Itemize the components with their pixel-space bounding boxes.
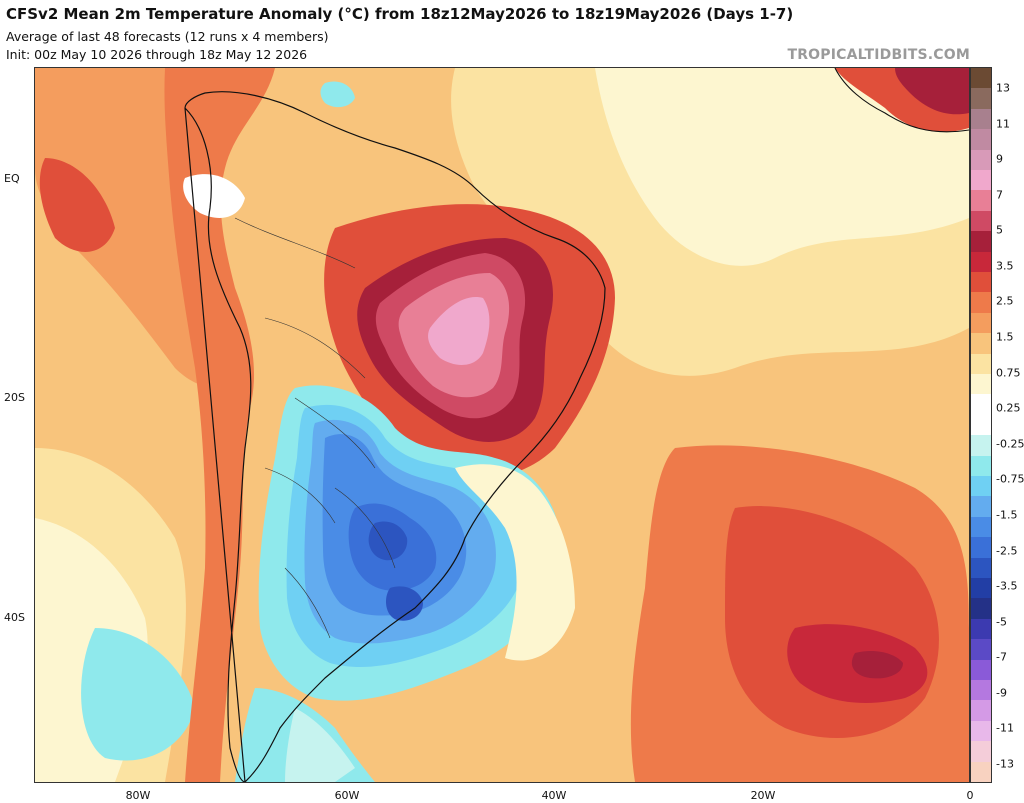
colorbar-label: 3.5	[996, 259, 1014, 273]
colorbar-label: -1.5	[996, 508, 1018, 522]
colorbar-cell	[971, 700, 991, 722]
colorbar-cell	[971, 251, 991, 273]
colorbar-cell	[971, 618, 991, 640]
colorbar-cell	[971, 108, 991, 130]
colorbar-label: 0.25	[996, 401, 1021, 415]
colorbar-label: -2.5	[996, 544, 1018, 558]
colorbar-cell	[971, 414, 991, 436]
colorbar-cell	[971, 578, 991, 599]
cyan-pocket-north	[320, 81, 355, 108]
colorbar-label: 0.75	[996, 366, 1021, 380]
colorbar-cell	[971, 190, 991, 212]
colorbar-cell	[971, 435, 991, 457]
colorbar-label: -7	[996, 650, 1007, 664]
colorbar-label: 7	[996, 188, 1003, 202]
colorbar-cell	[971, 231, 991, 253]
colorbar-cell	[971, 761, 991, 783]
lat-label-20s: 20S	[4, 391, 25, 404]
lat-label-40s: 40S	[4, 611, 25, 624]
colorbar-cell	[971, 88, 991, 110]
map-title: CFSv2 Mean 2m Temperature Anomaly (°C) f…	[6, 5, 794, 23]
colorbar-cell	[971, 210, 991, 232]
lon-label-0: 0	[966, 789, 974, 802]
colorbar-cell	[971, 476, 991, 497]
colorbar-cell	[971, 598, 991, 620]
colorbar-cell	[971, 272, 991, 293]
colorbar-cell	[971, 516, 991, 538]
colorbar-label: 5	[996, 223, 1003, 237]
colorbar-label: -0.75	[996, 472, 1024, 486]
pacific-warm-strip	[35, 68, 235, 387]
colorbar-cell	[971, 496, 991, 518]
colorbar-cell	[971, 557, 991, 579]
colorbar-cell	[971, 312, 991, 334]
colorbar-cell	[971, 741, 991, 763]
init-time: Init: 00z May 10 2026 through 18z May 12…	[6, 47, 308, 62]
cold-peak-south	[385, 586, 423, 621]
colorbar-cell	[971, 455, 991, 477]
colorbar-label: -9	[996, 686, 1007, 700]
atlantic-pale-coast	[455, 464, 575, 661]
colorbar-cell	[971, 333, 991, 355]
colorbar-cell	[971, 720, 991, 742]
brazil-pink-peak	[428, 297, 490, 365]
lon-label-40w: 40W	[541, 789, 567, 802]
south-america-coastline	[184, 91, 606, 782]
africa-coastline	[834, 68, 969, 133]
pacific-warm-core	[39, 158, 115, 252]
colorbar-label: -5	[996, 615, 1007, 629]
lon-label-60w: 60W	[334, 789, 360, 802]
site-credit: TROPICALTIDBITS.COM	[787, 47, 970, 63]
country-borders	[234, 217, 396, 639]
colorbar-cell	[971, 170, 991, 191]
colorbar-label: 9	[996, 152, 1003, 166]
cold-south-pale	[285, 708, 355, 782]
colorbar-label: 1.5	[996, 330, 1014, 344]
colorbar-label: -13	[996, 757, 1014, 771]
colorbar-label: -0.25	[996, 437, 1024, 451]
andes-warm	[164, 68, 275, 782]
colorbar-cell	[971, 394, 991, 416]
neutral-pocket-north	[183, 174, 245, 218]
colorbar-label: -11	[996, 721, 1014, 735]
map-subtitle: Average of last 48 forecasts (12 runs x …	[6, 29, 329, 44]
colorbar-cell	[971, 680, 991, 701]
colorbar-cell	[971, 659, 991, 681]
colorbar-cell	[971, 129, 991, 151]
colorbar-label: 2.5	[996, 294, 1014, 308]
cold-peak	[368, 521, 408, 561]
pale-band-north	[595, 68, 969, 266]
pacific-cyan	[81, 628, 195, 761]
colorbar-cell	[971, 353, 991, 375]
lat-label-eq: EQ	[4, 172, 20, 185]
colorbar-cell	[971, 374, 991, 395]
south-atlantic-peak	[851, 651, 903, 679]
colorbar-cell	[971, 639, 991, 661]
africa-hot	[895, 68, 969, 115]
lon-label-20w: 20W	[750, 789, 776, 802]
colorbar-label: 11	[996, 117, 1010, 131]
temperature-anomaly-map	[34, 67, 970, 783]
colorbar-cell	[971, 537, 991, 559]
lon-label-80w: 80W	[125, 789, 151, 802]
colorbar	[970, 67, 992, 783]
colorbar-label: -3.5	[996, 579, 1018, 593]
colorbar-cell	[971, 292, 991, 314]
colorbar-cell	[971, 149, 991, 171]
colorbar-cell	[971, 68, 991, 89]
colorbar-label: 13	[996, 81, 1010, 95]
